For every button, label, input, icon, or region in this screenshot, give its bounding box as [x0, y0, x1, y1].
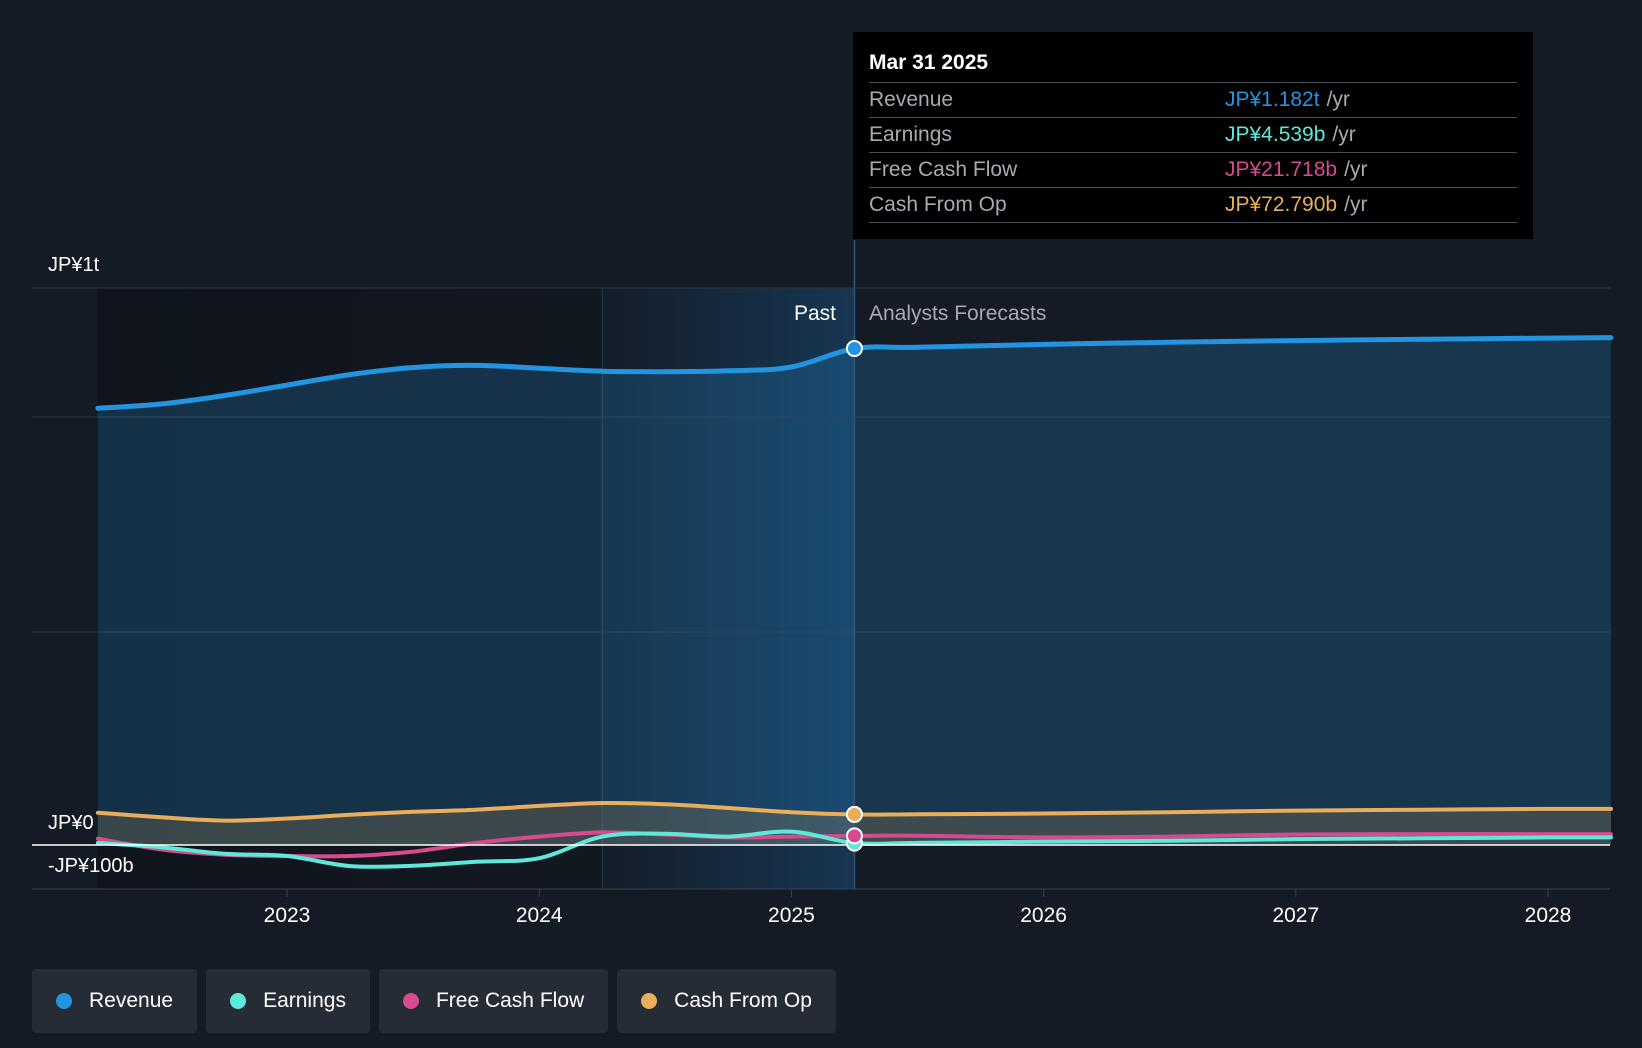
series-line-earnings — [95, 829, 1613, 869]
tooltip-label: Earnings — [869, 123, 952, 146]
tooltip-unit: /yr — [1344, 193, 1368, 216]
x-tick-label: 2023 — [264, 904, 311, 927]
point-marker-revenue — [845, 340, 863, 358]
x-tick-label: 2027 — [1272, 904, 1319, 927]
legend-label: Revenue — [89, 989, 174, 1012]
tooltip-value: JP¥21.718b — [1225, 158, 1338, 181]
tooltip-date: Mar 31 2025 — [869, 51, 989, 74]
legend-label: Free Cash Flow — [435, 989, 585, 1012]
tooltip-row-earnings: Earnings JP¥4.539b /yr — [869, 117, 1517, 152]
tooltip-label: Free Cash Flow — [869, 158, 1018, 181]
x-tick-label: 2024 — [516, 904, 563, 927]
legend-dot-icon — [641, 993, 658, 1009]
tooltip-value: JP¥4.539b — [1225, 123, 1326, 146]
point-marker-cash-from-op — [845, 805, 863, 823]
tooltip-value: JP¥1.182t — [1225, 88, 1320, 111]
legend-label: Cash From Op — [674, 989, 812, 1012]
forecast-label: Analysts Forecasts — [869, 302, 1046, 325]
legend-dot-icon — [230, 993, 247, 1009]
x-tick-label: 2028 — [1525, 904, 1572, 927]
tooltip-unit: /yr — [1332, 123, 1356, 146]
past-label: Past — [794, 302, 836, 325]
tooltip-row-free-cash-flow: Free Cash Flow JP¥21.718b /yr — [869, 152, 1517, 187]
tooltip-label: Revenue — [869, 88, 954, 111]
legend-item-earnings[interactable]: Earnings — [206, 969, 370, 1033]
tooltip-value: JP¥72.790b — [1225, 193, 1338, 216]
tooltip-row-cash-from-op: Cash From Op JP¥72.790b /yr — [869, 187, 1517, 223]
series-line-cash-from-op — [95, 800, 1613, 823]
legend-label: Earnings — [263, 989, 346, 1012]
series-line-revenue — [95, 335, 1614, 411]
tooltip-label: Cash From Op — [869, 193, 1007, 216]
x-tick-label: 2026 — [1020, 904, 1067, 927]
point-marker-free-cash-flow — [845, 827, 863, 845]
legend: Revenue Earnings Free Cash Flow Cash Fro… — [32, 969, 845, 1033]
legend-item-free-cash-flow[interactable]: Free Cash Flow — [378, 969, 609, 1033]
tooltip: Mar 31 2025 Revenue JP¥1.182t /yr Earnin… — [853, 32, 1533, 239]
tooltip-row-revenue: Revenue JP¥1.182t /yr — [869, 82, 1517, 117]
x-tick-label: 2025 — [768, 904, 815, 927]
tooltip-unit: /yr — [1344, 158, 1368, 181]
legend-item-revenue[interactable]: Revenue — [32, 969, 198, 1033]
series-line-free-cash-flow — [95, 830, 1613, 859]
highlight-band — [602, 288, 855, 889]
y-label-1t: JP¥1t — [48, 254, 100, 276]
legend-dot-icon — [402, 993, 419, 1009]
y-label-neg100b: -JP¥100b — [48, 855, 134, 877]
legend-dot-icon — [56, 993, 72, 1009]
y-label-0: JP¥0 — [48, 812, 94, 834]
tooltip-unit: /yr — [1326, 88, 1350, 111]
legend-item-cash-from-op[interactable]: Cash From Op — [617, 969, 836, 1033]
